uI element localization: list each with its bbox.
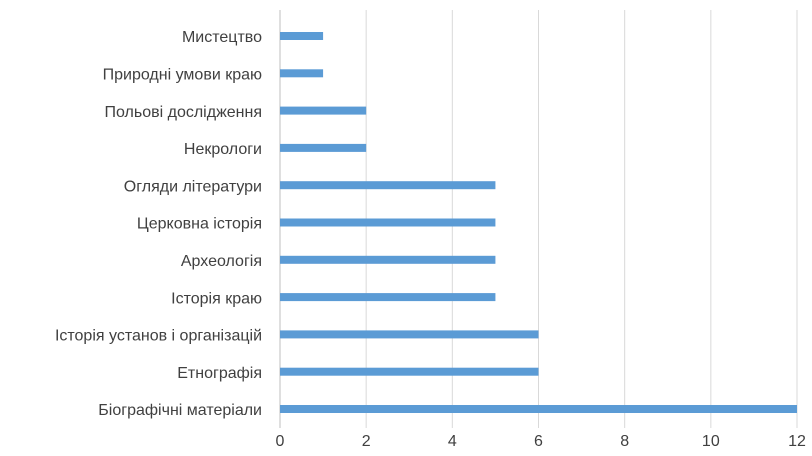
category-label: Природні умови краю [103, 67, 262, 84]
bars [280, 32, 797, 413]
category-label: Історія установ і організацій [55, 328, 262, 345]
category-labels: Мистецтво Природні умови краю Польові досл… [55, 29, 262, 419]
category-label: Етнографія [177, 365, 262, 382]
category-label: Біографічні матеріали [98, 402, 262, 419]
category-label: Польові дослідження [104, 104, 262, 121]
bar [280, 293, 496, 302]
category-label: Огляди літератури [124, 178, 262, 195]
bar [280, 330, 539, 339]
x-tick-label: 12 [788, 433, 806, 450]
bar [280, 32, 324, 40]
x-tick-label: 2 [362, 433, 371, 450]
x-tick-label: 6 [534, 433, 543, 450]
bar [280, 218, 496, 227]
category-label: Церковна історія [137, 216, 262, 233]
bar [280, 143, 367, 152]
x-tick-label: 0 [276, 433, 285, 450]
bar [280, 367, 539, 376]
x-tick-labels: 0 2 4 6 8 10 12 [276, 433, 806, 450]
category-label: Мистецтво [182, 29, 262, 46]
bar [280, 181, 496, 190]
x-tick-label: 8 [620, 433, 629, 450]
category-label: Некрологи [184, 141, 262, 158]
bar [280, 69, 324, 78]
bar [280, 255, 496, 264]
x-tick-label: 10 [702, 433, 720, 450]
category-label: Археологія [181, 253, 262, 270]
category-label: Історія краю [171, 290, 262, 307]
bar [280, 106, 367, 115]
x-tick-label: 4 [448, 433, 457, 450]
bar [280, 405, 797, 413]
